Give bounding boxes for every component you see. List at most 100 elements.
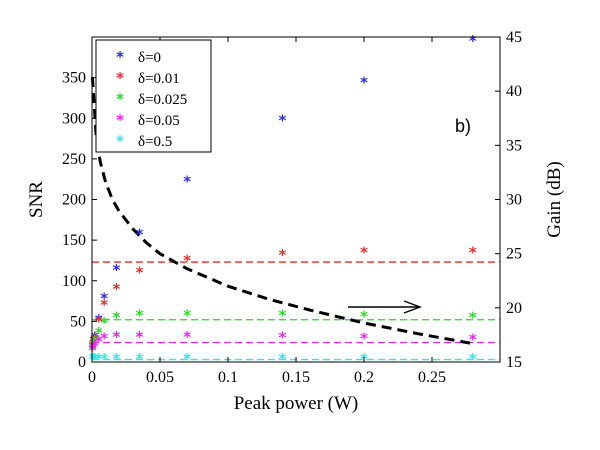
x-tick-label: 0 bbox=[88, 369, 96, 386]
data-point: * bbox=[95, 333, 103, 351]
data-point: * bbox=[113, 308, 121, 326]
y-tick-label: 50 bbox=[70, 313, 86, 330]
legend-entry: δ=0.01 bbox=[138, 71, 180, 87]
x-tick-label: 0.1 bbox=[218, 369, 238, 386]
data-point: * bbox=[113, 328, 121, 346]
data-point: * bbox=[136, 307, 144, 325]
data-point: * bbox=[183, 350, 191, 368]
y-tick-label: 250 bbox=[62, 151, 86, 168]
panel-label: b) bbox=[455, 116, 471, 136]
data-point: * bbox=[100, 350, 108, 368]
data-point: * bbox=[183, 328, 191, 346]
data-point: * bbox=[91, 350, 99, 368]
legend-box bbox=[95, 39, 212, 153]
x-tick-label: 0.05 bbox=[146, 369, 174, 386]
data-point: * bbox=[136, 328, 144, 346]
legend-entry: δ=0.5 bbox=[138, 134, 172, 150]
y-tick-label: 0 bbox=[78, 354, 86, 371]
legend-entry: δ=0.05 bbox=[138, 113, 180, 129]
data-point: * bbox=[469, 308, 477, 326]
y-axis-right: 15 20 25 30 35 40 45 bbox=[495, 29, 522, 371]
fit-lines bbox=[92, 261, 500, 361]
y2-tick-label: 20 bbox=[506, 300, 522, 317]
data-point: * bbox=[89, 339, 97, 357]
data-point: * bbox=[89, 350, 97, 368]
data-point: * bbox=[89, 350, 97, 368]
data-point: * bbox=[95, 311, 103, 329]
x-tick-label: 0.15 bbox=[282, 369, 310, 386]
data-point: * bbox=[360, 308, 368, 326]
y-axis-left: 0 50 100 150 200 250 300 350 bbox=[62, 70, 97, 371]
data-point: * bbox=[89, 337, 97, 355]
data-point: * bbox=[89, 338, 97, 356]
data-point: * bbox=[469, 330, 477, 348]
gain-curve bbox=[90, 77, 474, 346]
y2-tick-label: 15 bbox=[506, 354, 522, 371]
legend-marker: * bbox=[116, 111, 124, 129]
data-point: * bbox=[100, 290, 108, 308]
y2-tick-label: 25 bbox=[506, 246, 522, 263]
data-point: * bbox=[91, 337, 99, 355]
data-point: * bbox=[89, 342, 97, 360]
y2-tick-label: 45 bbox=[506, 29, 522, 46]
x-axis: 0 0.05 0.1 0.15 0.2 0.25 bbox=[88, 37, 446, 386]
x-tick-label: 0.25 bbox=[418, 369, 446, 386]
legend-entry: δ=0 bbox=[138, 50, 161, 66]
data-point: * bbox=[469, 350, 477, 368]
y-tick-label: 300 bbox=[62, 110, 86, 127]
data-point: * bbox=[91, 330, 99, 348]
data-point: * bbox=[95, 312, 103, 330]
data-point: * bbox=[89, 340, 97, 358]
y-tick-label: 350 bbox=[62, 70, 86, 87]
y-tick-label: 200 bbox=[62, 192, 86, 209]
data-point: * bbox=[183, 251, 191, 269]
y2-tick-label: 40 bbox=[506, 83, 522, 100]
y-tick-label: 100 bbox=[62, 273, 86, 290]
data-point: * bbox=[360, 329, 368, 347]
legend-marker: * bbox=[116, 132, 124, 150]
y-axis-title: SNR bbox=[26, 181, 47, 218]
data-point: * bbox=[469, 243, 477, 261]
x-axis-title: Peak power (W) bbox=[234, 393, 359, 414]
data-point: * bbox=[360, 243, 368, 261]
y2-tick-label: 30 bbox=[506, 192, 522, 209]
data-point: * bbox=[278, 350, 286, 368]
data-point: * bbox=[91, 332, 99, 350]
data-point: * bbox=[136, 350, 144, 368]
data-point: * bbox=[100, 314, 108, 332]
data-point: * bbox=[183, 173, 191, 191]
y2-tick-label: 35 bbox=[506, 137, 522, 154]
data-point: * bbox=[89, 335, 97, 353]
data-point: * bbox=[278, 307, 286, 325]
data-point: * bbox=[278, 246, 286, 264]
x-tick-label: 0.2 bbox=[354, 369, 374, 386]
data-point: * bbox=[91, 329, 99, 347]
legend-marker: * bbox=[116, 48, 124, 66]
data-point: * bbox=[183, 307, 191, 325]
data-point: * bbox=[95, 350, 103, 368]
data-point: * bbox=[136, 225, 144, 243]
data-point: * bbox=[95, 324, 103, 342]
data-point: * bbox=[89, 337, 97, 355]
data-point: * bbox=[360, 74, 368, 92]
data-point: * bbox=[278, 112, 286, 130]
legend: * δ=0 * δ=0.01 * δ=0.025 * δ=0.05 * δ=0.5 bbox=[95, 39, 212, 153]
y-tick-label: 150 bbox=[62, 232, 86, 249]
data-point: * bbox=[278, 329, 286, 347]
data-point: * bbox=[469, 32, 477, 50]
legend-marker: * bbox=[116, 69, 124, 87]
data-point: * bbox=[100, 296, 108, 314]
data-point: * bbox=[89, 333, 97, 351]
data-point: * bbox=[113, 261, 121, 279]
data-point: * bbox=[136, 264, 144, 282]
data-point: * bbox=[113, 350, 121, 368]
gain-curve-layer bbox=[90, 77, 474, 346]
legend-marker: * bbox=[116, 90, 124, 108]
y2-axis-title: Gain (dB) bbox=[544, 161, 565, 238]
legend-entry: δ=0.025 bbox=[138, 92, 187, 108]
data-point: * bbox=[100, 329, 108, 347]
data-points: ******************* * * ****** * * * * * ****** * *… bbox=[89, 32, 477, 368]
data-point: * bbox=[113, 280, 121, 298]
arrow-annotation bbox=[348, 300, 422, 314]
